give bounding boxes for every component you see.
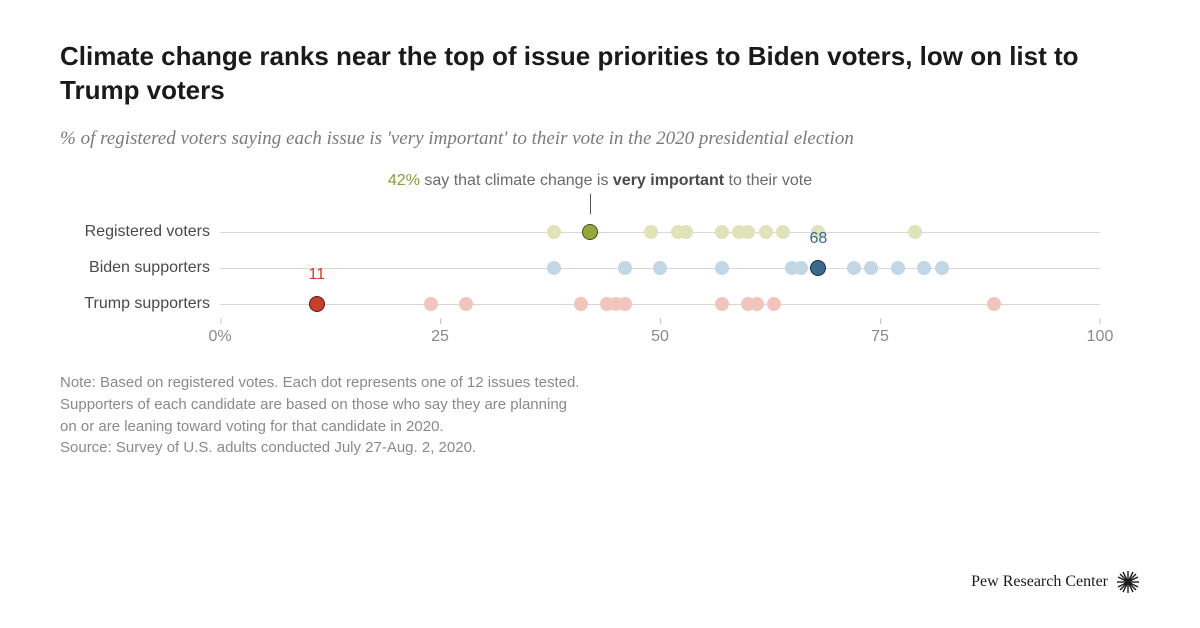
x-tick: 100 (1087, 328, 1114, 346)
data-dot (715, 225, 729, 239)
data-dot (750, 297, 764, 311)
data-dot (987, 297, 1001, 311)
row-label: Trump supporters (50, 295, 210, 313)
chart-row: Biden supporters68 (220, 250, 1100, 286)
annotation-strong: very important (613, 172, 724, 189)
highlight-dot (810, 260, 826, 276)
data-dot (618, 261, 632, 275)
chart-title: Climate change ranks near the top of iss… (60, 40, 1140, 108)
x-tick: 75 (871, 328, 889, 346)
data-dot (574, 297, 588, 311)
data-dot (715, 261, 729, 275)
annotation-pointer-line (590, 194, 591, 214)
highlight-dot (582, 224, 598, 240)
row-gridline (220, 232, 1100, 233)
row-label: Registered voters (50, 223, 210, 241)
note-line: Supporters of each candidate are based o… (60, 394, 1140, 416)
data-dot (741, 225, 755, 239)
chart-note: Note: Based on registered votes. Each do… (60, 372, 1140, 459)
data-dot (917, 261, 931, 275)
x-axis: 0%255075100 (220, 328, 1100, 358)
chart-subtitle: % of registered voters saying each issue… (60, 126, 1140, 153)
data-dot (767, 297, 781, 311)
note-line: Source: Survey of U.S. adults conducted … (60, 437, 1140, 459)
data-dot (908, 225, 922, 239)
chart-area: Registered votersBiden supporters68Trump… (220, 194, 1100, 358)
x-tick: 50 (651, 328, 669, 346)
annotation-pointer-wrap (220, 194, 1100, 214)
highlight-value-label: 68 (809, 230, 827, 248)
data-dot (644, 225, 658, 239)
data-dot (759, 225, 773, 239)
pew-logo-icon (1116, 570, 1140, 594)
note-line: Note: Based on registered votes. Each do… (60, 372, 1140, 394)
annotation-tail: to their vote (724, 172, 812, 189)
highlight-dot (309, 296, 325, 312)
data-dot (864, 261, 878, 275)
annotation-pct: 42% (388, 172, 420, 189)
data-dot (776, 225, 790, 239)
data-dot (847, 261, 861, 275)
data-dot (459, 297, 473, 311)
row-gridline (220, 304, 1100, 305)
data-dot (715, 297, 729, 311)
note-line: on or are leaning toward voting for that… (60, 416, 1140, 438)
data-dot (653, 261, 667, 275)
chart-row: Registered voters (220, 214, 1100, 250)
data-dot (679, 225, 693, 239)
chart-row: Trump supporters11 (220, 286, 1100, 322)
x-tick: 0% (208, 328, 231, 346)
chart-annotation: 42% say that climate change is very impo… (60, 172, 1140, 190)
annotation-mid: say that climate change is (420, 172, 613, 189)
data-dot (424, 297, 438, 311)
attribution-text: Pew Research Center (971, 573, 1108, 591)
data-dot (935, 261, 949, 275)
x-tick: 25 (431, 328, 449, 346)
data-dot (618, 297, 632, 311)
data-dot (547, 261, 561, 275)
highlight-value-label: 11 (308, 266, 325, 284)
row-label: Biden supporters (50, 259, 210, 277)
data-dot (794, 261, 808, 275)
data-dot (891, 261, 905, 275)
data-dot (547, 225, 561, 239)
attribution: Pew Research Center (971, 570, 1140, 594)
